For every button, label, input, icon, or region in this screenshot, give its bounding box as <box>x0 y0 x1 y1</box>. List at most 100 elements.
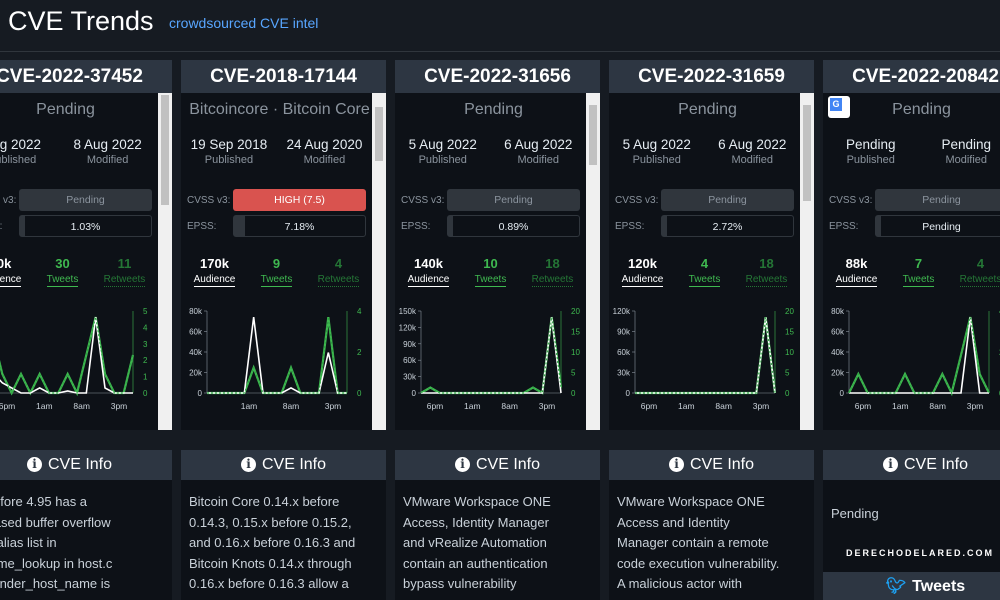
cve-info-header[interactable]: i CVE Info <box>395 450 600 480</box>
tweets-label: Tweets <box>902 274 935 287</box>
cvss-badge[interactable]: Pending <box>19 189 152 211</box>
cvss-badge[interactable]: Pending <box>447 189 580 211</box>
cvss-badge[interactable]: HIGH (7.5) <box>233 189 366 211</box>
epss-value: 1.03% <box>70 221 101 233</box>
cve-id-title[interactable]: CVE-2022-31659 <box>609 60 814 93</box>
cve-info-label: CVE Info <box>475 456 541 473</box>
epss-row: EPSS: 1.03% <box>0 215 152 237</box>
site-logo-title[interactable]: CVE Trends <box>8 6 154 36</box>
retweets-tab[interactable]: 4 Retweets <box>317 256 360 287</box>
info-icon: i <box>240 457 256 472</box>
scrollbar-thumb[interactable] <box>161 95 169 205</box>
cve-id-title[interactable]: CVE-2018-17144 <box>181 60 386 93</box>
activity-chart[interactable]: 80k 60k 40k 20k 0 4 2 0 1am 8am 3pm <box>181 303 372 423</box>
audience-tab[interactable]: 140k Audience <box>407 256 450 287</box>
retweets-tab[interactable]: 18 Retweets <box>745 256 788 287</box>
card-scroll-area[interactable]: Pending 5 Aug 2022 Published 6 Aug 2022 … <box>395 93 600 430</box>
activity-chart[interactable]: 5 4 3 2 1 0 6pm 1am 8am 3pm <box>0 303 158 423</box>
stats-tabs: 170k Audience 9 Tweets 4 Retweets <box>181 256 372 287</box>
google-translate-icon[interactable]: G <box>828 96 850 118</box>
tweets-count: 30 <box>55 256 70 271</box>
cve-info-label: CVE Info <box>261 456 327 473</box>
activity-chart[interactable]: 150k 120k 90k 60k 30k 0 20 15 10 5 0 6pm 1am 8am 3pm <box>395 303 586 423</box>
retweets-series-line <box>207 317 347 394</box>
retweets-count: 11 <box>117 256 132 271</box>
activity-chart[interactable]: 80k60k40k20k04206pm1am8am3pm <box>823 303 1000 423</box>
epss-label: EPSS: <box>615 220 645 232</box>
cvss-row: CVSS v3: Pending <box>829 189 1000 211</box>
audience-tab[interactable]: 170k Audience <box>193 256 236 287</box>
tweets-tab[interactable]: 4 Tweets <box>688 256 721 287</box>
tweets-label: Tweets <box>260 274 293 287</box>
tweets-section-header[interactable]: 🐦︎ Tweets <box>823 572 1000 600</box>
cve-info-header[interactable]: i CVE Info <box>181 450 386 480</box>
y-left-tick-label: 30k <box>617 369 631 378</box>
modified-date: 6 Aug 2022 <box>718 137 787 152</box>
cve-id-title[interactable]: CVE-2022-20842 <box>823 60 1000 93</box>
y-left-tick-label: 120k <box>613 307 631 316</box>
scrollbar-thumb[interactable] <box>589 105 597 165</box>
card-scroll-area[interactable]: Bitcoincore · Bitcoin Core 19 Sep 2018 P… <box>181 93 386 430</box>
card-scrollbar[interactable] <box>586 93 600 430</box>
cvss-label: CVSS v3: <box>615 194 659 206</box>
tweets-tab[interactable]: 7 Tweets <box>902 256 935 287</box>
scrollbar-thumb[interactable] <box>375 107 383 161</box>
y-left-tick-label: 90k <box>617 328 631 337</box>
cve-info-label: CVE Info <box>903 456 969 473</box>
retweets-tab[interactable]: 4 Retweets <box>959 256 1000 287</box>
tweets-tab[interactable]: 10 Tweets <box>474 256 507 287</box>
cve-info-header[interactable]: i CVE Info <box>609 450 814 480</box>
cvss-badge[interactable]: Pending <box>875 189 1000 211</box>
x-tick-label: 1am <box>241 401 258 411</box>
info-icon: i <box>26 457 42 472</box>
epss-row: EPSS: Pending <box>829 215 1000 237</box>
cve-info-header[interactable]: i CVE Info <box>0 450 172 480</box>
published-label: Published <box>0 154 37 166</box>
retweets-tab[interactable]: 11 Retweets <box>103 256 146 287</box>
y-left-tick-label: 60k <box>403 356 417 365</box>
epss-bar[interactable]: 7.18% <box>233 215 366 237</box>
activity-chart[interactable]: 120k 90k 60k 30k 0 20 15 10 5 0 6pm 1am 8am 3pm <box>609 303 800 423</box>
cve-id-title[interactable]: CVE-2022-37452 <box>0 60 172 93</box>
audience-label: Audience <box>0 274 22 287</box>
y-right-tick-label: 1 <box>143 373 148 382</box>
audience-tab[interactable]: 80k Audience <box>0 256 22 287</box>
cvss-label: CVSS v3: <box>187 194 231 206</box>
date-block: Pending Published Pending Modified <box>823 137 1000 166</box>
tweets-section-label: Tweets <box>912 578 966 595</box>
card-scrollbar[interactable] <box>372 93 386 430</box>
published-label: Published <box>846 154 895 166</box>
published-label: Published <box>418 154 467 166</box>
cve-info-header[interactable]: i CVE Info <box>823 450 1000 480</box>
twitter-icon: 🐦︎ <box>885 578 907 595</box>
cvss-badge[interactable]: Pending <box>661 189 794 211</box>
modified-label: Modified <box>86 154 129 166</box>
cve-id-title[interactable]: CVE-2022-31656 <box>395 60 600 93</box>
epss-bar[interactable]: 2.72% <box>661 215 794 237</box>
y-right-tick-label: 0 <box>143 389 148 398</box>
x-tick-label: 3pm <box>111 401 128 411</box>
audience-tab[interactable]: 88k Audience <box>835 256 878 287</box>
card-scroll-area[interactable]: Pending Aug 2022 Published 8 Aug 2022 Mo… <box>0 93 172 430</box>
y-left-tick-label: 90k <box>403 340 417 349</box>
audience-tab[interactable]: 120k Audience <box>621 256 664 287</box>
card-scrollbar[interactable] <box>158 93 172 430</box>
tweets-label: Tweets <box>474 274 507 287</box>
card-scroll-area[interactable]: G Pending Pending Published Pending Modi… <box>823 93 1000 430</box>
tweets-tab[interactable]: 30 Tweets <box>46 256 79 287</box>
epss-bar[interactable]: Pending <box>875 215 1000 237</box>
epss-bar[interactable]: 1.03% <box>19 215 152 237</box>
y-right-tick-label: 2 <box>143 356 148 365</box>
scrollbar-thumb[interactable] <box>803 105 811 201</box>
retweets-tab[interactable]: 18 Retweets <box>531 256 574 287</box>
y-right-tick-label: 2 <box>357 348 362 357</box>
top-bar: CVE Trends crowdsourced CVE intel <box>0 0 1000 52</box>
y-left-tick-label: 0 <box>198 389 203 398</box>
vendor-product: Pending <box>892 101 951 118</box>
card-scroll-area[interactable]: Pending 5 Aug 2022 Published 6 Aug 2022 … <box>609 93 814 430</box>
modified-date: 24 Aug 2020 <box>286 137 363 152</box>
tweets-tab[interactable]: 9 Tweets <box>260 256 293 287</box>
epss-bar[interactable]: 0.89% <box>447 215 580 237</box>
card-scrollbar[interactable] <box>800 93 814 430</box>
date-block: 5 Aug 2022 Published 6 Aug 2022 Modified <box>609 137 800 166</box>
